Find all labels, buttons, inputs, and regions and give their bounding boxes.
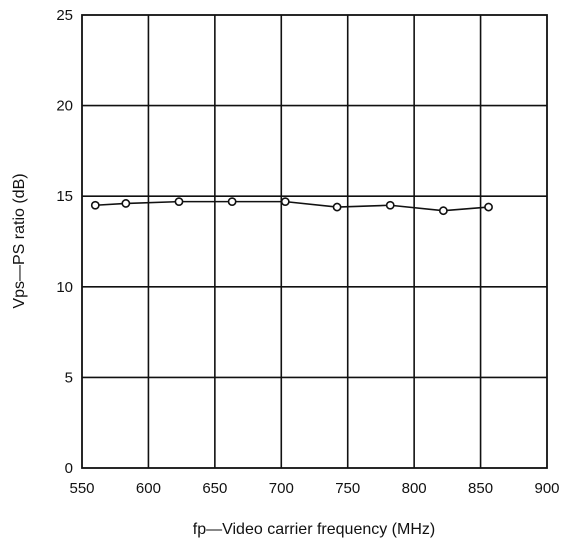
plot-frame <box>81 14 548 469</box>
x-axis-title: fp—Video carrier frequency (MHz) <box>193 521 435 538</box>
data-point <box>484 202 493 212</box>
grid-layer <box>82 15 547 468</box>
data-point <box>280 197 290 207</box>
data-point <box>121 199 131 208</box>
data-point <box>227 197 237 207</box>
x-tick-label: 700 <box>269 480 294 497</box>
y-tick-label: 10 <box>56 279 73 296</box>
series-line <box>95 200 489 212</box>
y-tick-label: 15 <box>56 188 73 205</box>
y-tick-label: 25 <box>56 7 73 24</box>
data-point <box>438 206 448 216</box>
x-tick-label: 650 <box>202 480 227 497</box>
y-tick-label: 0 <box>65 460 73 477</box>
x-tick-label: 850 <box>468 480 493 497</box>
data-point <box>332 202 342 212</box>
y-tick-label: 20 <box>56 98 73 115</box>
data-point <box>385 200 395 210</box>
x-tick-label: 550 <box>69 480 94 497</box>
data-point <box>90 200 100 210</box>
tick-layer: 550 600 650 700 750 800 850 900 0 5 10 15 20 25 <box>56 7 559 497</box>
x-tick-label: 750 <box>335 480 360 497</box>
x-tick-label: 900 <box>534 480 559 497</box>
series-layer <box>90 197 493 216</box>
x-tick-label: 600 <box>136 480 161 497</box>
x-tick-label: 800 <box>402 480 427 497</box>
y-tick-label: 5 <box>65 369 73 386</box>
y-axis-title: Vps—PS ratio (dB) <box>11 173 28 308</box>
data-point <box>174 197 184 207</box>
